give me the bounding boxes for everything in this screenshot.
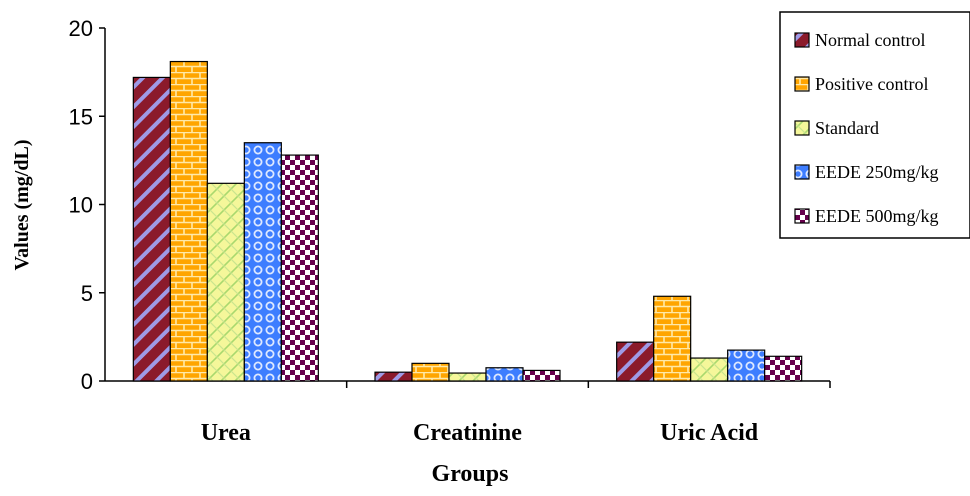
category-label: Uric Acid [660,420,759,446]
legend-swatch [794,208,810,224]
bar [448,372,487,382]
category-label: Creatinine [413,420,522,446]
legend: Normal control Positive control Standard EE… [779,11,970,239]
y-tick-label: 10 [69,193,93,218]
bar [280,154,319,382]
bar [374,371,413,382]
category-labels: Urea Creatinine Uric Acid [201,420,759,446]
bar [411,362,450,382]
y-ticks: 0 5 10 15 20 [69,16,105,394]
legend-swatch [794,164,810,180]
bar [653,295,692,382]
legend-box [779,11,970,239]
bar [727,349,766,382]
y-tick-label: 0 [81,369,93,394]
y-tick-label: 5 [81,281,93,306]
bar [522,369,561,382]
legend-label: EEDE 250mg/kg [815,162,939,182]
legend-swatch [794,76,810,92]
legend-label: EEDE 500mg/kg [815,206,939,226]
bar [485,367,524,382]
x-axis-title: Groups [432,461,509,487]
y-tick-label: 15 [69,104,93,129]
bar [132,76,171,382]
category-label: Urea [201,420,251,446]
legend-label: Normal control [815,30,925,50]
bar [243,142,282,382]
legend-label: Standard [815,118,879,138]
y-axis-title: Values (mg/dL) [11,140,33,271]
legend-swatch [794,120,810,136]
y-tick-label: 20 [69,16,93,41]
bar [169,60,208,382]
bar [690,357,729,382]
legend-label: Positive control [815,74,929,94]
bars [132,60,803,382]
bar [764,355,803,382]
bar [206,182,245,382]
legend-swatch [794,32,810,48]
bar [616,341,655,382]
